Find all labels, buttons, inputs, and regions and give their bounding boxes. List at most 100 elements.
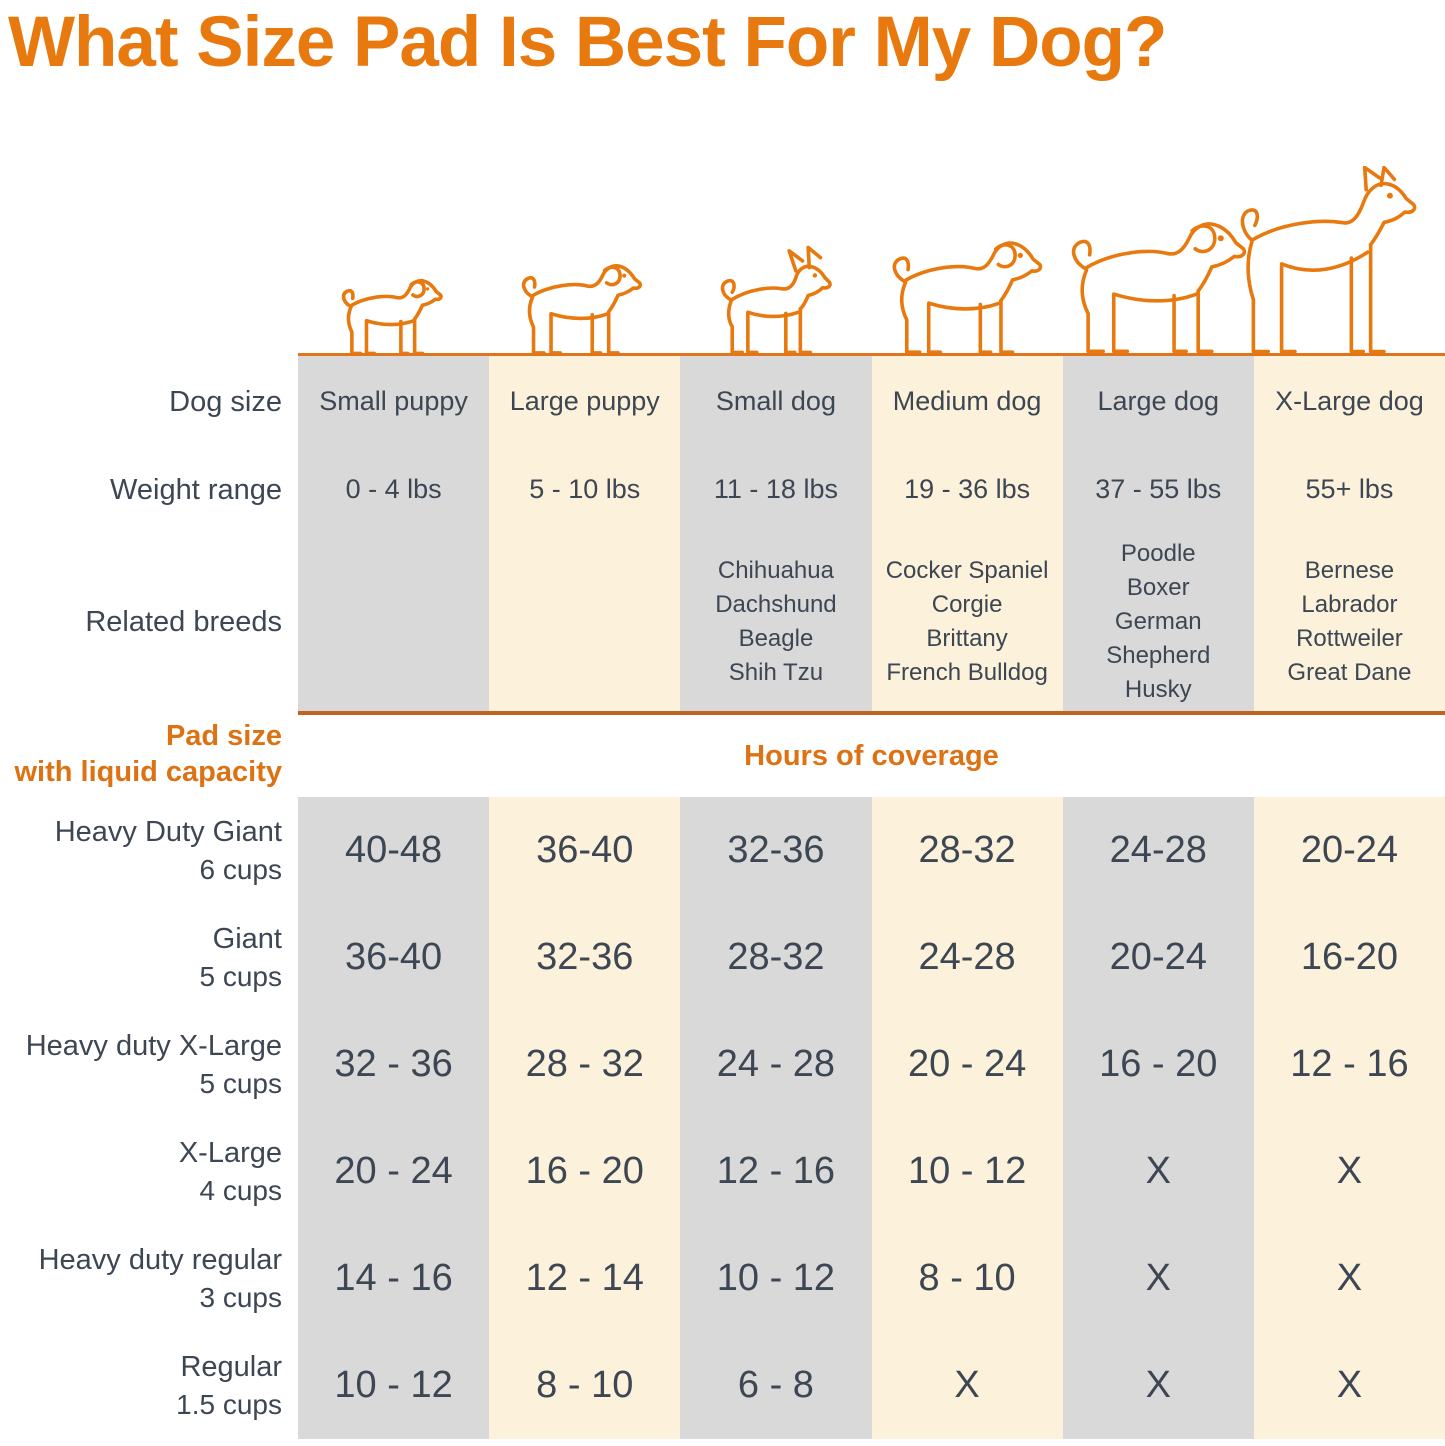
- pad-name: Regular: [180, 1350, 282, 1383]
- pad-name: Giant: [212, 922, 282, 955]
- breed-item: Poodle: [1120, 539, 1196, 567]
- hours-cell: 16 - 20: [1062, 1011, 1254, 1118]
- hours-cell: 36-40: [298, 904, 490, 1011]
- breed-item: Beagle: [738, 624, 814, 652]
- weight-cell: 0 - 4 lbs: [298, 447, 490, 532]
- pad-name: Heavy duty regular: [38, 1243, 282, 1276]
- breeds-cell: Chihuahua Dachshund Beagle Shih Tzu: [680, 532, 872, 711]
- pad-row-label: Regular 1.5 cups: [0, 1332, 298, 1439]
- medium-dog-icon: [886, 227, 1054, 356]
- hours-cell: 20-24: [1062, 904, 1254, 1011]
- hours-cell: 24-28: [1062, 797, 1254, 904]
- pad-name: X-Large: [178, 1136, 282, 1169]
- pad-row-giant: Giant 5 cups 36-40 32-36 28-32 24-28 20-…: [0, 904, 1445, 1011]
- breed-item: Husky: [1124, 675, 1192, 703]
- pad-capacity: 6 cups: [199, 853, 283, 885]
- dog-icons-row: [0, 95, 1445, 356]
- breed-item: Cocker Spaniel: [885, 556, 1049, 584]
- hours-cell: 12 - 14: [489, 1225, 681, 1332]
- pad-capacity: 4 cups: [199, 1174, 283, 1206]
- hours-cell: X: [1062, 1332, 1254, 1439]
- hours-cell: 12 - 16: [680, 1118, 872, 1225]
- row-label-pad-size: Pad size with liquid capacity: [0, 711, 298, 797]
- pad-capacity: 5 cups: [199, 1067, 283, 1099]
- hours-cell: 10 - 12: [871, 1118, 1063, 1225]
- row-label-weight-range: Weight range: [110, 473, 282, 506]
- hours-cell: 16-20: [1253, 904, 1445, 1011]
- hours-cell: 8 - 10: [871, 1225, 1063, 1332]
- hours-cell: 28-32: [680, 904, 872, 1011]
- pad-row-regular: Regular 1.5 cups 10 - 12 8 - 10 6 - 8 X …: [0, 1332, 1445, 1439]
- breed-item: Dachshund: [715, 590, 837, 618]
- hours-cell: X: [1253, 1118, 1445, 1225]
- hours-cell: 14 - 16: [298, 1225, 490, 1332]
- dog-size-cell: Small puppy: [298, 356, 490, 447]
- hours-of-coverage-label: Hours of coverage: [744, 739, 999, 772]
- breed-item: Boxer: [1126, 573, 1190, 601]
- hours-cell: 6 - 8: [680, 1332, 872, 1439]
- row-label-related-breeds: Related breeds: [85, 605, 282, 638]
- hours-of-coverage-header: Hours of coverage: [298, 711, 1445, 797]
- pad-size-label-line2: with liquid capacity: [14, 756, 283, 788]
- dog-size-row: Dog size Small puppy Large puppy Small d…: [0, 356, 1445, 447]
- ground-line: [298, 353, 1445, 356]
- hours-cell: 24 - 28: [680, 1011, 872, 1118]
- breeds-cell: Cocker Spaniel Corgie Brittany French Bu…: [871, 532, 1063, 711]
- hours-cell: 32-36: [489, 904, 681, 1011]
- breed-item: Corgie: [931, 590, 1003, 618]
- pad-row-heavy-duty-regular: Heavy duty regular 3 cups 14 - 16 12 - 1…: [0, 1225, 1445, 1332]
- pad-row-label: X-Large 4 cups: [0, 1118, 298, 1225]
- pad-row-label: Heavy duty regular 3 cups: [0, 1225, 298, 1332]
- large-puppy-icon: [517, 253, 651, 356]
- breeds-cell: Bernese Labrador Rottweiler Great Dane: [1253, 532, 1445, 711]
- hours-cell: 12 - 16: [1253, 1011, 1445, 1118]
- hours-cell: 28 - 32: [489, 1011, 681, 1118]
- hours-cell: 20 - 24: [298, 1118, 490, 1225]
- hours-cell: 40-48: [298, 797, 490, 904]
- pad-name: Heavy duty X-Large: [25, 1029, 282, 1062]
- hours-cell: 36-40: [489, 797, 681, 904]
- weight-cell: 5 - 10 lbs: [489, 447, 681, 532]
- hours-cell: 24-28: [871, 904, 1063, 1011]
- hours-cell: X: [1062, 1118, 1254, 1225]
- breed-item: Chihuahua: [717, 556, 834, 584]
- weight-cell: 55+ lbs: [1253, 447, 1445, 532]
- hours-cell: 20 - 24: [871, 1011, 1063, 1118]
- dog-size-cell: Medium dog: [871, 356, 1063, 447]
- pad-row-x-large: X-Large 4 cups 20 - 24 16 - 20 12 - 16 1…: [0, 1118, 1445, 1225]
- pad-capacity: 1.5 cups: [176, 1388, 282, 1420]
- pad-row-heavy-duty-x-large: Heavy duty X-Large 5 cups 32 - 36 28 - 3…: [0, 1011, 1445, 1118]
- dog-size-cell: Large dog: [1062, 356, 1254, 447]
- hours-cell: X: [1062, 1225, 1254, 1332]
- related-breeds-row: Related breeds Chihuahua Dachshund Beagl…: [0, 532, 1445, 711]
- breed-item: German Shepherd: [1106, 607, 1211, 669]
- breeds-cell-empty: [298, 532, 490, 711]
- dog-size-cell: X-Large dog: [1253, 356, 1445, 447]
- x-large-dog-icon: [1225, 166, 1445, 356]
- pad-size-label-line1: Pad size: [165, 720, 282, 752]
- breed-item: Bernese: [1304, 556, 1395, 584]
- weight-cell: 37 - 55 lbs: [1062, 447, 1254, 532]
- hours-cell: 16 - 20: [489, 1118, 681, 1225]
- breed-item: Great Dane: [1287, 658, 1412, 686]
- breed-item: Labrador: [1301, 590, 1398, 618]
- hours-cell: 20-24: [1253, 797, 1445, 904]
- breed-item: Rottweiler: [1296, 624, 1403, 652]
- dog-size-cell: Small dog: [680, 356, 872, 447]
- weight-range-row: Weight range 0 - 4 lbs 5 - 10 lbs 11 - 1…: [0, 447, 1445, 532]
- pad-row-heavy-duty-giant: Heavy Duty Giant 6 cups 40-48 36-40 32-3…: [0, 797, 1445, 904]
- breeds-cell-empty: [489, 532, 681, 711]
- weight-cell: 19 - 36 lbs: [871, 447, 1063, 532]
- coverage-header-row: Pad size with liquid capacity Hours of c…: [0, 711, 1445, 797]
- pad-row-label: Giant 5 cups: [0, 904, 298, 1011]
- dog-size-cell: Large puppy: [489, 356, 681, 447]
- breeds-cell: Poodle Boxer German Shepherd Husky: [1062, 532, 1254, 711]
- hours-cell: X: [1253, 1332, 1445, 1439]
- pad-row-label: Heavy duty X-Large 5 cups: [0, 1011, 298, 1118]
- hours-cell: 32 - 36: [298, 1011, 490, 1118]
- hours-cell: X: [871, 1332, 1063, 1439]
- small-puppy-icon: [338, 270, 450, 356]
- hours-cell: 32-36: [680, 797, 872, 904]
- breed-item: Brittany: [926, 624, 1008, 652]
